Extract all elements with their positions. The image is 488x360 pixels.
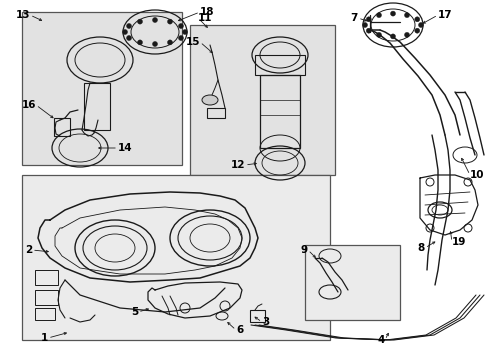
Text: 15: 15 bbox=[185, 37, 200, 47]
Text: 3: 3 bbox=[262, 317, 269, 327]
Text: 18: 18 bbox=[200, 7, 214, 17]
Circle shape bbox=[376, 13, 381, 18]
Text: 13: 13 bbox=[16, 10, 30, 20]
Circle shape bbox=[366, 28, 370, 33]
Circle shape bbox=[404, 32, 408, 37]
Circle shape bbox=[390, 11, 395, 16]
Bar bbox=[35, 270, 58, 285]
Circle shape bbox=[362, 22, 367, 27]
Text: 10: 10 bbox=[469, 170, 484, 180]
Bar bbox=[206, 108, 224, 118]
Bar bbox=[249, 310, 264, 322]
Bar bbox=[260, 75, 299, 148]
Circle shape bbox=[122, 30, 127, 35]
Text: 7: 7 bbox=[350, 13, 357, 23]
Circle shape bbox=[178, 23, 183, 28]
Circle shape bbox=[182, 30, 187, 35]
Text: 6: 6 bbox=[236, 325, 243, 335]
Circle shape bbox=[167, 19, 172, 24]
Text: 12: 12 bbox=[230, 160, 244, 170]
Circle shape bbox=[366, 17, 370, 22]
Text: 8: 8 bbox=[417, 243, 424, 253]
Bar bbox=[254, 55, 305, 75]
Text: 2: 2 bbox=[25, 245, 32, 255]
Circle shape bbox=[152, 18, 157, 22]
Ellipse shape bbox=[202, 95, 218, 105]
Circle shape bbox=[152, 41, 157, 46]
Bar bbox=[22, 12, 182, 165]
Bar bbox=[305, 245, 399, 320]
Bar bbox=[54, 118, 70, 136]
Text: 9: 9 bbox=[300, 245, 307, 255]
Circle shape bbox=[390, 34, 395, 39]
Circle shape bbox=[418, 22, 423, 27]
Circle shape bbox=[414, 17, 419, 22]
Circle shape bbox=[178, 36, 183, 40]
Bar bbox=[190, 25, 334, 175]
Circle shape bbox=[167, 40, 172, 45]
Text: 14: 14 bbox=[118, 143, 132, 153]
Circle shape bbox=[126, 36, 131, 40]
Text: 1: 1 bbox=[41, 333, 48, 343]
Text: 17: 17 bbox=[437, 10, 452, 20]
Text: 16: 16 bbox=[21, 100, 36, 110]
Circle shape bbox=[137, 19, 142, 24]
Circle shape bbox=[376, 32, 381, 37]
Text: 11: 11 bbox=[198, 13, 212, 23]
Circle shape bbox=[126, 23, 131, 28]
Circle shape bbox=[137, 40, 142, 45]
Text: 4: 4 bbox=[377, 335, 384, 345]
Circle shape bbox=[414, 28, 419, 33]
Bar bbox=[22, 175, 329, 340]
Bar bbox=[84, 83, 110, 130]
Text: 19: 19 bbox=[451, 237, 466, 247]
Circle shape bbox=[404, 13, 408, 18]
Bar bbox=[35, 290, 58, 305]
Text: 5: 5 bbox=[130, 307, 138, 317]
Bar bbox=[35, 308, 55, 320]
